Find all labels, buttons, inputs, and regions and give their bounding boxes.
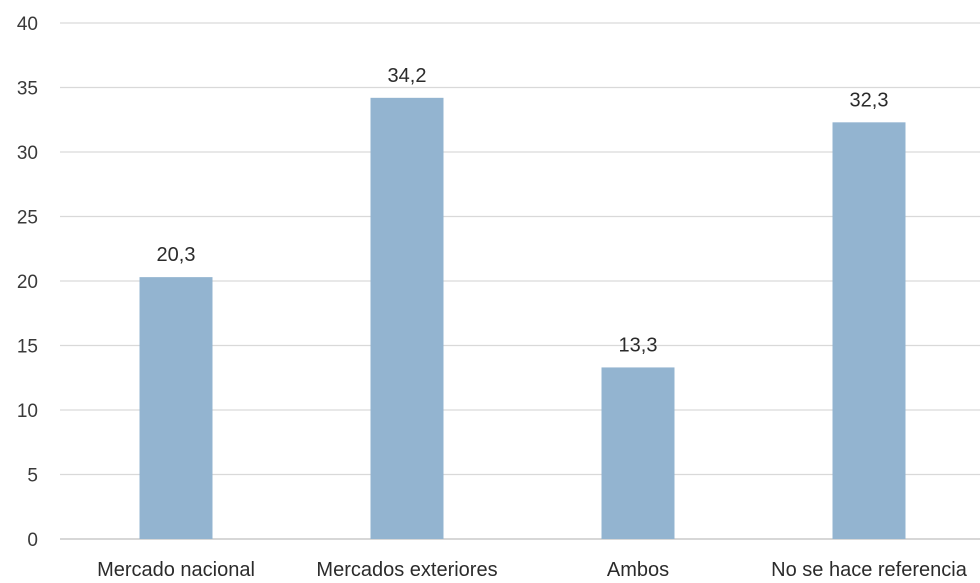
- y-axis-tick-labels: 0 5 10 15 20 25 30 35 40: [17, 14, 38, 551]
- y-tick-label: 40: [17, 14, 38, 35]
- data-label: 34,2: [388, 65, 427, 87]
- bar: [139, 277, 213, 539]
- y-tick-label: 5: [27, 466, 38, 487]
- data-label: 32,3: [850, 89, 889, 111]
- y-tick-label: 20: [17, 272, 38, 293]
- gridlines: [60, 22, 980, 540]
- y-tick-label: 10: [17, 401, 38, 422]
- category-label: Mercados exteriores: [316, 559, 497, 581]
- y-tick-label: 25: [17, 208, 38, 229]
- data-label: 13,3: [619, 334, 658, 356]
- y-tick-label: 15: [17, 337, 38, 358]
- category-label: Ambos: [607, 559, 669, 581]
- y-tick-label: 35: [17, 79, 38, 100]
- category-label: Mercado nacional: [97, 559, 255, 581]
- bar: [832, 122, 906, 539]
- y-tick-label: 30: [17, 143, 38, 164]
- x-axis-category-labels: Mercado nacional Mercados exteriores Ambos…: [97, 559, 968, 581]
- data-labels: 20,3 34,2 13,3 32,3: [157, 65, 889, 357]
- bars: [139, 97, 906, 539]
- bar: [601, 367, 675, 539]
- data-label: 20,3: [157, 244, 196, 266]
- bar: [370, 97, 444, 539]
- category-label: No se hace referencia: [771, 559, 968, 581]
- y-tick-label: 0: [27, 530, 38, 551]
